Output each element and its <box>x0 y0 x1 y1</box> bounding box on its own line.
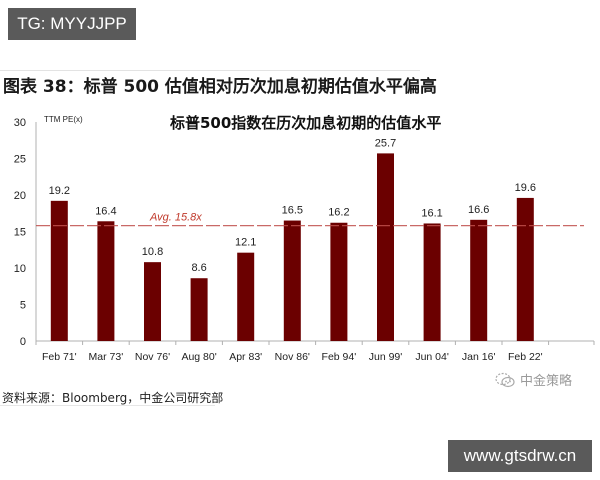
source-note: 资料来源：Bloomberg，中金公司研究部 <box>2 391 224 405</box>
x-tick-label: Apr 83' <box>229 351 262 363</box>
bar <box>283 220 301 341</box>
watermark: 中金策略 <box>494 370 572 392</box>
bar-value-label: 12.1 <box>235 237 256 249</box>
chart-title: 标普500指数在历次加息初期的估值水平 <box>170 114 442 132</box>
bar-value-label: 16.1 <box>421 207 442 219</box>
chart-canvas: 0 5 10 15 20 25 30 19.2 Feb 71' 16.4 Mar 73' 10.8 No… <box>14 117 595 363</box>
x-tick-label: Feb 71' <box>42 351 77 363</box>
x-tick-label: Feb 94' <box>322 351 357 363</box>
x-tick-label: Jun 04' <box>415 351 449 363</box>
x-tick-label: Mar 73' <box>89 351 124 363</box>
bar-value-label: 19.2 <box>49 185 70 197</box>
bar <box>330 222 348 341</box>
x-tick-label: Jan 16' <box>462 351 496 363</box>
bar <box>190 278 208 341</box>
average-label: Avg. 15.8x <box>149 212 202 224</box>
bar <box>237 252 255 341</box>
title-divider <box>0 70 420 71</box>
y-tick-label: 15 <box>14 227 26 239</box>
y-tick-label: 30 <box>14 117 26 129</box>
bar-value-label: 16.4 <box>95 205 116 217</box>
bar-value-label: 25.7 <box>375 137 396 149</box>
bar-value-label: 16.6 <box>468 204 489 216</box>
x-tick-label: Feb 22' <box>508 351 543 363</box>
y-tick-label: 25 <box>14 154 26 166</box>
y-tick-label: 5 <box>20 300 26 312</box>
source-divider <box>0 405 215 406</box>
watermark-text: 中金策略 <box>520 374 573 389</box>
bar-chart: 0 5 10 15 20 25 30 19.2 Feb 71' 16.4 Mar 73' 10.8 No… <box>0 105 600 365</box>
y-tick-label: 10 <box>14 263 26 275</box>
bar-value-label: 8.6 <box>191 262 206 274</box>
y-tick-label: 20 <box>14 190 26 202</box>
bar <box>377 153 394 341</box>
bar <box>423 223 441 341</box>
figure-title: 图表 38：标普 500 估值相对历次加息初期估值水平偏高 <box>3 77 437 97</box>
x-tick-label: Nov 76' <box>135 351 170 363</box>
bar-value-label: 10.8 <box>142 246 163 258</box>
bar-value-label: 16.5 <box>282 205 303 217</box>
telegram-id-badge: TG: MYYJJPP <box>8 8 136 40</box>
bar <box>470 219 488 341</box>
bar <box>144 262 161 341</box>
bar-value-label: 16.2 <box>328 207 349 219</box>
bar <box>97 221 115 341</box>
x-tick-label: Nov 86' <box>275 351 310 363</box>
website-badge: www.gtsdrw.cn <box>448 440 592 472</box>
bar-value-label: 19.6 <box>515 182 536 194</box>
wechat-icon <box>494 372 516 392</box>
x-tick-label: Jun 99' <box>369 351 403 363</box>
bar <box>516 197 534 341</box>
y-axis-label: TTM PE(x) <box>44 115 83 124</box>
bar <box>50 200 68 341</box>
x-tick-label: Aug 80' <box>181 351 216 363</box>
y-tick-label: 0 <box>20 336 26 348</box>
